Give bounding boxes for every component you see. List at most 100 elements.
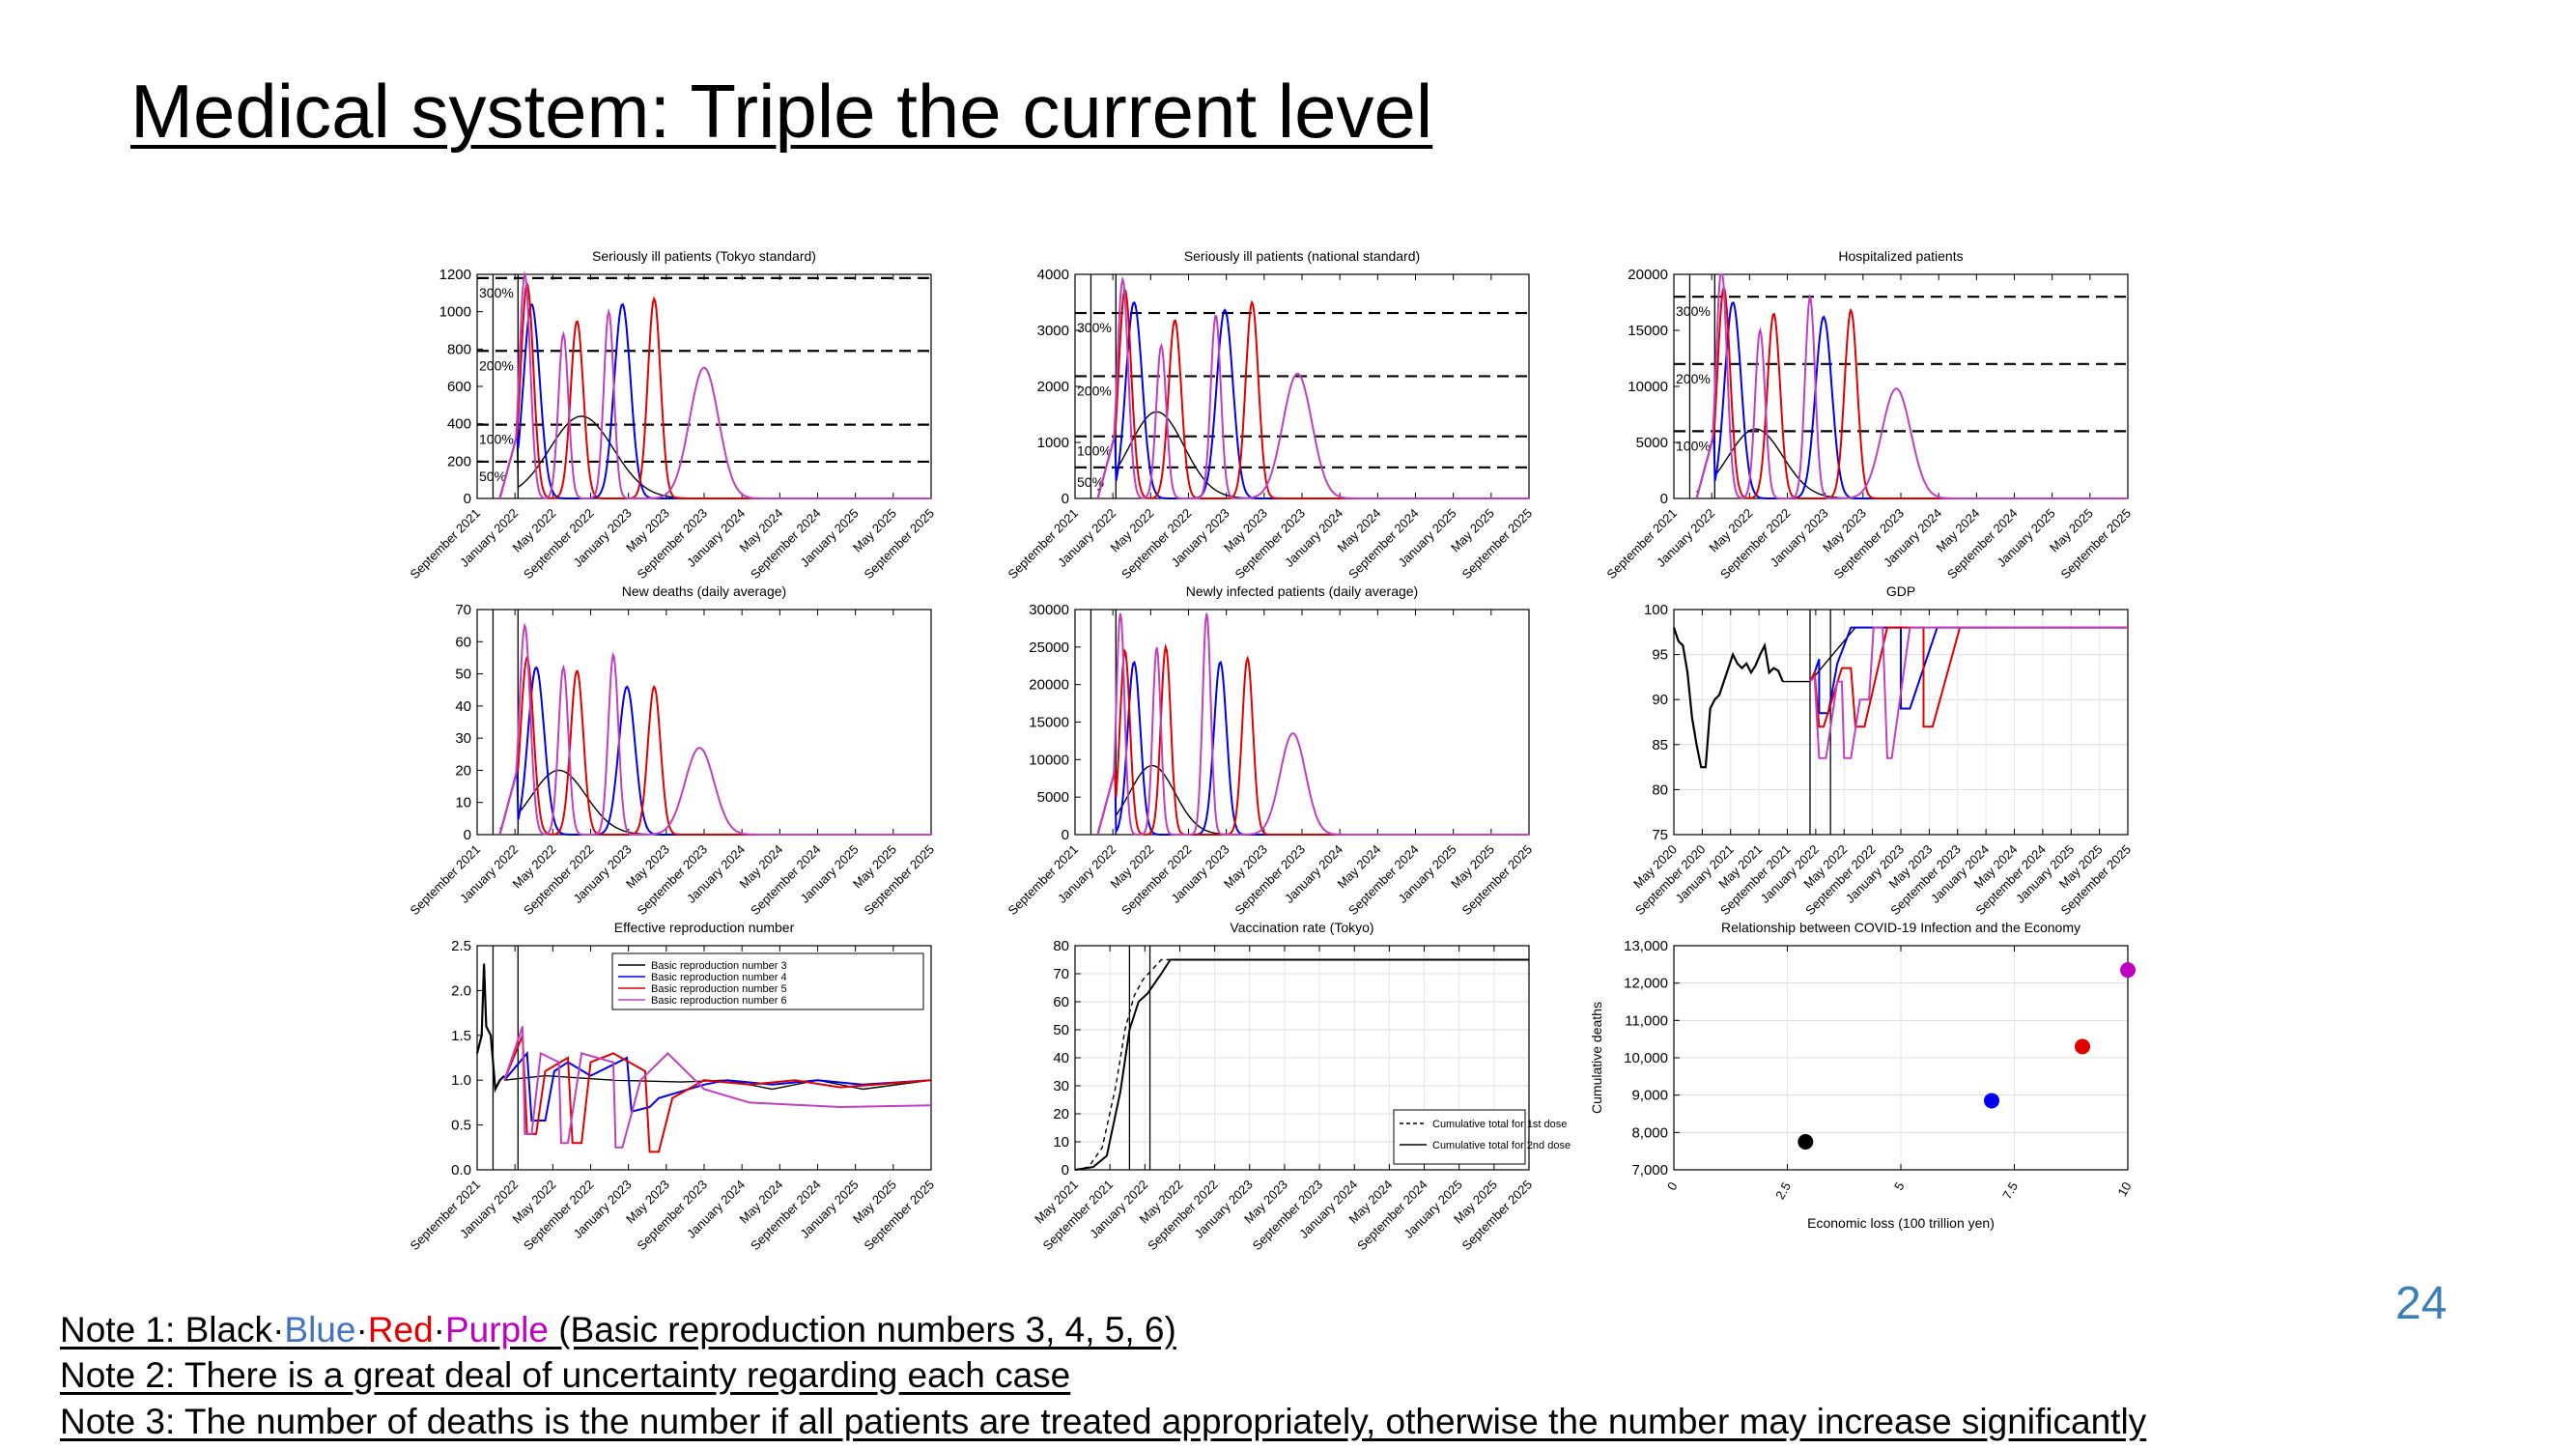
chart-title: Vaccination rate (Tokyo) [1230, 920, 1373, 935]
y-tick-label: 25000 [1029, 639, 1069, 656]
x-tick-label: September 2025 [1459, 506, 1536, 582]
legend-label: Cumulative total for 2nd dose [1432, 1140, 1571, 1151]
y-tick-label: 0 [1660, 491, 1668, 507]
note-1-suffix: (Basic reproduction numbers 3, 4, 5, 6) [548, 1310, 1176, 1350]
chart-title: Hospitalized patients [1838, 248, 1963, 264]
y-tick-label: 40 [1053, 1050, 1069, 1066]
series-line [498, 281, 931, 499]
chart-3: Hospitalized patients 0 5000 10000 15000 2000… [1604, 248, 2135, 582]
y-tick-label: 0 [464, 491, 471, 507]
y-tick-label: 400 [447, 416, 471, 433]
y-axis-label: Cumulative deaths [1589, 1002, 1604, 1114]
series-line [1096, 612, 1529, 836]
x-tick-label: September 2025 [862, 842, 938, 919]
note-1-blue: Blue [284, 1310, 356, 1350]
series-line [1809, 626, 2128, 728]
chart-title: Effective reproduction number [614, 920, 795, 935]
chart-1: Seriously ill patients (Tokyo standard) 0… [408, 248, 938, 582]
y-tick-label: 40 [455, 698, 471, 715]
x-tick-label: 7.5 [1999, 1179, 2021, 1202]
legend-label: Basic reproduction number 3 [651, 960, 787, 972]
note-2: Note 2: There is a great deal of uncerta… [60, 1355, 1071, 1395]
plot-frame [476, 609, 932, 836]
chart-5: Newly infected patients (daily average) 0… [1005, 583, 1536, 918]
y-tick-label: 5000 [1037, 789, 1069, 806]
y-tick-label: 60 [1053, 994, 1069, 1010]
reference-line-label: 300% [479, 285, 514, 300]
x-tick-label: 10 [2114, 1179, 2134, 1199]
y-tick-label: 70 [1053, 966, 1069, 982]
chart-4: New deaths (daily average) 0 10 20 30 40 50 60 7… [408, 583, 938, 918]
reference-line-label: 200% [1077, 383, 1112, 398]
reference-line-label: 100% [479, 432, 514, 447]
reference-line-label: 200% [1676, 371, 1711, 386]
y-tick-label: 30 [1053, 1078, 1069, 1094]
series-line [503, 1035, 932, 1153]
y-tick-label: 80 [1053, 938, 1069, 954]
y-tick-label: 75 [1652, 827, 1668, 843]
chart-title: Seriously ill patients (national standar… [1184, 248, 1420, 264]
y-tick-label: 2.5 [451, 938, 471, 954]
y-tick-label: 80 [1652, 781, 1668, 798]
series-line [1809, 626, 2128, 759]
y-tick-label: 800 [447, 341, 471, 357]
y-tick-label: 0 [1062, 1162, 1069, 1179]
chart-2: Seriously ill patients (national standar… [1005, 248, 1536, 582]
reference-line-label: 300% [1077, 320, 1112, 335]
y-tick-label: 600 [447, 379, 471, 395]
series-line [503, 1026, 932, 1149]
y-tick-label: 15000 [1628, 323, 1668, 339]
x-tick-label: September 2025 [862, 506, 938, 582]
y-tick-label: 50 [1053, 1022, 1069, 1038]
y-tick-label: 50 [455, 667, 471, 683]
y-tick-label: 0 [464, 827, 471, 843]
y-tick-label: 1000 [439, 304, 471, 321]
reference-line-label: 300% [1676, 303, 1711, 319]
slide-title: Medical system: Triple the current level [130, 69, 1433, 154]
y-tick-label: 20 [455, 762, 471, 779]
y-tick-label: 0 [1062, 491, 1069, 507]
legend-label: Basic reproduction number 5 [651, 983, 787, 995]
series-line [1096, 275, 1529, 499]
note-1-sep: · [433, 1310, 445, 1350]
series-line [498, 270, 931, 499]
y-tick-label: 3000 [1037, 323, 1069, 339]
scatter-point [2120, 962, 2136, 979]
x-tick-label: 2.5 [1772, 1179, 1794, 1202]
reference-line-label: 100% [1077, 443, 1112, 459]
y-tick-label: 8,000 [1631, 1124, 1668, 1141]
y-tick-label: 10,000 [1624, 1050, 1668, 1066]
note-1-red: Red [367, 1310, 434, 1350]
y-tick-label: 2000 [1037, 379, 1069, 395]
series-line [499, 769, 931, 836]
scatter-point [1984, 1093, 1999, 1109]
reference-line-label: 200% [479, 357, 514, 373]
y-tick-label: 200 [447, 453, 471, 469]
scatter-point [1798, 1134, 1814, 1150]
y-tick-label: 0.0 [451, 1162, 471, 1179]
history-line [1672, 627, 1784, 769]
y-tick-label: 1200 [439, 267, 471, 283]
y-tick-label: 20000 [1628, 267, 1668, 283]
y-tick-label: 85 [1652, 737, 1668, 753]
y-tick-label: 30 [455, 730, 471, 747]
chart-title: New deaths (daily average) [622, 583, 786, 599]
x-tick-label: September 2025 [1459, 842, 1536, 919]
history-line [475, 963, 505, 1094]
series-line [1809, 626, 2128, 715]
y-tick-label: 0.5 [451, 1118, 471, 1134]
chart-title: Seriously ill patients (Tokyo standard) [592, 248, 816, 264]
x-tick-label: 5 [1891, 1179, 1908, 1193]
y-tick-label: 2.0 [451, 982, 471, 999]
note-1-purple: Purple [445, 1310, 549, 1350]
legend-box [611, 952, 924, 1010]
x-axis-label: Economic loss (100 trillion yen) [1807, 1215, 1995, 1231]
chart-title: Relationship between COVID-19 Infection … [1721, 920, 2081, 935]
y-tick-label: 1000 [1037, 435, 1069, 451]
page-number: 24 [2395, 1278, 2448, 1329]
chart-9: Relationship between COVID-19 Infection … [1589, 920, 2136, 1231]
chart-7: Effective reproduction number 0.0 0.5 1.0 1.… [408, 920, 938, 1253]
plot-frame [1074, 609, 1530, 836]
